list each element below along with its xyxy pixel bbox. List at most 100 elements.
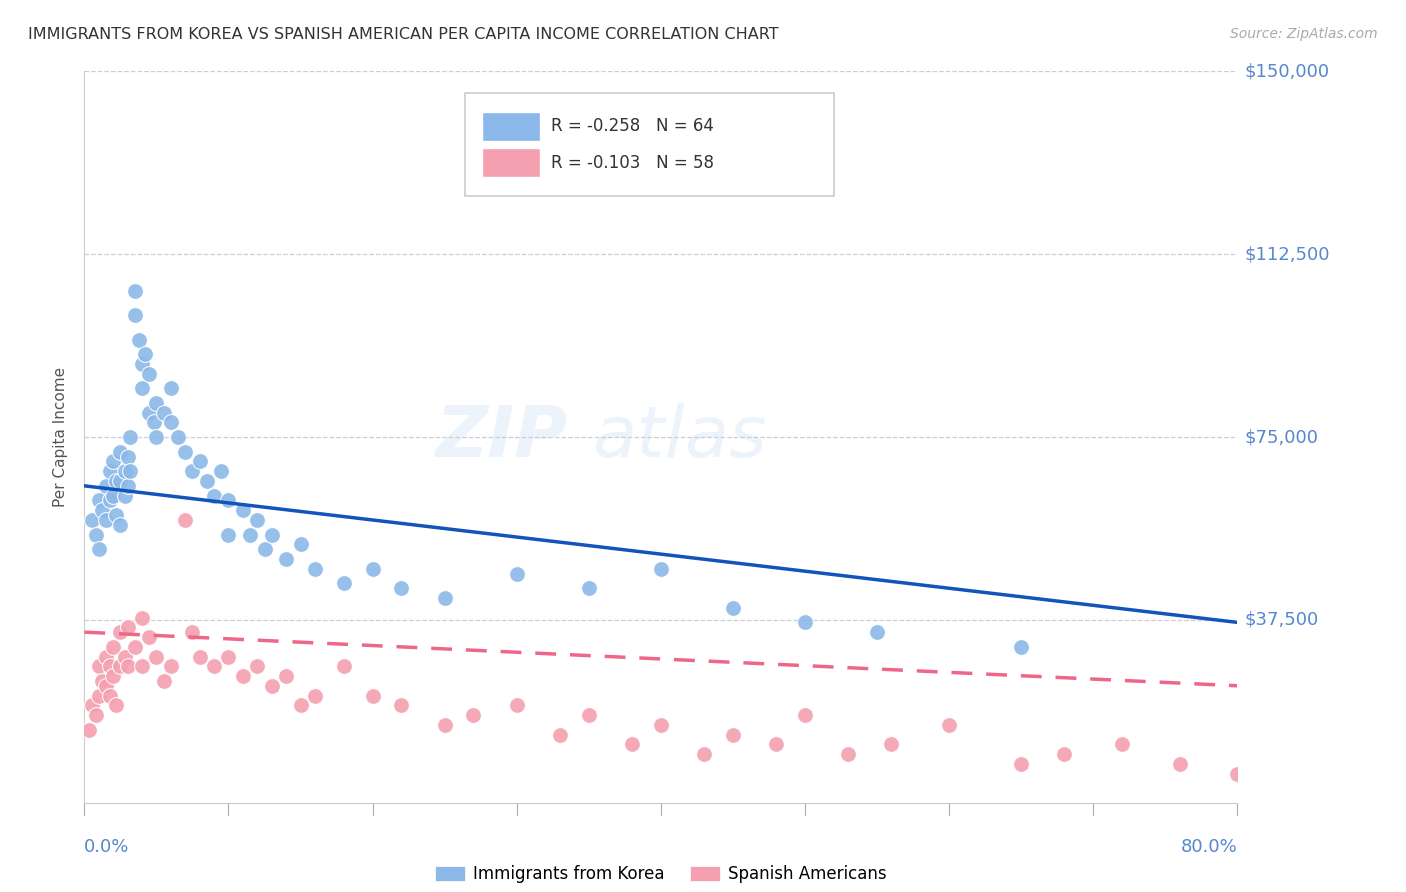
Legend: Immigrants from Korea, Spanish Americans: Immigrants from Korea, Spanish Americans xyxy=(429,858,893,889)
Point xyxy=(578,708,600,723)
Point xyxy=(253,542,276,557)
Text: 80.0%: 80.0% xyxy=(1181,838,1237,856)
Point xyxy=(866,625,889,640)
Point xyxy=(142,416,165,430)
Point xyxy=(202,489,225,503)
Point xyxy=(391,698,413,713)
Point xyxy=(217,527,239,541)
Point xyxy=(765,737,787,751)
Point xyxy=(693,747,716,761)
Point xyxy=(260,679,283,693)
Point xyxy=(124,284,146,298)
Point xyxy=(131,357,153,371)
Text: $37,500: $37,500 xyxy=(1244,611,1319,629)
Point xyxy=(463,708,485,723)
Point xyxy=(117,620,139,634)
Point xyxy=(94,479,117,493)
Text: $112,500: $112,500 xyxy=(1244,245,1330,263)
Text: $75,000: $75,000 xyxy=(1244,428,1319,446)
Point xyxy=(98,659,121,673)
Point xyxy=(145,649,167,664)
Point xyxy=(1010,756,1032,771)
Point xyxy=(117,450,139,464)
Point xyxy=(138,630,160,644)
Point xyxy=(98,464,121,478)
Point xyxy=(110,474,132,488)
Point xyxy=(174,444,197,458)
Point xyxy=(84,527,107,541)
Point xyxy=(181,464,204,478)
Point xyxy=(274,669,298,683)
Point xyxy=(578,581,600,595)
Point xyxy=(1010,640,1032,654)
Point xyxy=(160,416,183,430)
Point xyxy=(391,581,413,595)
Point xyxy=(114,464,136,478)
Point xyxy=(1226,766,1249,780)
Point xyxy=(87,493,110,508)
Point xyxy=(131,659,153,673)
Point xyxy=(290,698,312,713)
Point xyxy=(721,727,744,741)
Point xyxy=(650,718,672,732)
Point xyxy=(103,489,124,503)
Text: IMMIGRANTS FROM KOREA VS SPANISH AMERICAN PER CAPITA INCOME CORRELATION CHART: IMMIGRANTS FROM KOREA VS SPANISH AMERICA… xyxy=(28,27,779,42)
Point xyxy=(145,396,167,410)
Point xyxy=(94,679,117,693)
Point xyxy=(938,718,960,732)
Point xyxy=(77,723,100,737)
Point xyxy=(103,640,124,654)
Text: R = -0.258   N = 64: R = -0.258 N = 64 xyxy=(551,117,714,136)
Point xyxy=(217,493,239,508)
Point xyxy=(80,698,103,713)
Point xyxy=(209,464,232,478)
Point xyxy=(134,347,156,361)
Point xyxy=(506,566,529,581)
Point xyxy=(103,669,124,683)
Point xyxy=(110,444,132,458)
Point xyxy=(94,513,117,527)
Point xyxy=(274,552,298,566)
Point xyxy=(246,659,269,673)
Point xyxy=(90,503,112,517)
Point xyxy=(152,673,174,688)
Point xyxy=(110,625,132,640)
Point xyxy=(120,430,142,444)
Point xyxy=(160,381,183,395)
Point xyxy=(124,640,146,654)
Point xyxy=(174,513,197,527)
Point xyxy=(114,489,136,503)
Point xyxy=(837,747,859,761)
Point xyxy=(181,625,204,640)
Y-axis label: Per Capita Income: Per Capita Income xyxy=(53,367,69,508)
Point xyxy=(124,308,146,322)
Point xyxy=(94,649,117,664)
Point xyxy=(84,708,107,723)
Point xyxy=(87,689,110,703)
Point xyxy=(202,659,225,673)
FancyBboxPatch shape xyxy=(465,94,834,195)
Point xyxy=(239,527,262,541)
Point xyxy=(217,649,239,664)
Point xyxy=(304,562,326,576)
FancyBboxPatch shape xyxy=(482,148,540,178)
Point xyxy=(103,454,124,468)
Point xyxy=(793,708,815,723)
Point xyxy=(1053,747,1076,761)
Point xyxy=(361,689,384,703)
Point xyxy=(87,659,110,673)
Point xyxy=(98,493,121,508)
Point xyxy=(433,718,456,732)
Point xyxy=(90,673,112,688)
Point xyxy=(260,527,283,541)
Point xyxy=(120,464,142,478)
Text: ZIP: ZIP xyxy=(436,402,568,472)
Point xyxy=(167,430,190,444)
Point xyxy=(138,406,160,420)
Point xyxy=(98,689,121,703)
FancyBboxPatch shape xyxy=(482,112,540,141)
Text: 0.0%: 0.0% xyxy=(84,838,129,856)
Point xyxy=(361,562,384,576)
Point xyxy=(131,381,153,395)
Point xyxy=(87,542,110,557)
